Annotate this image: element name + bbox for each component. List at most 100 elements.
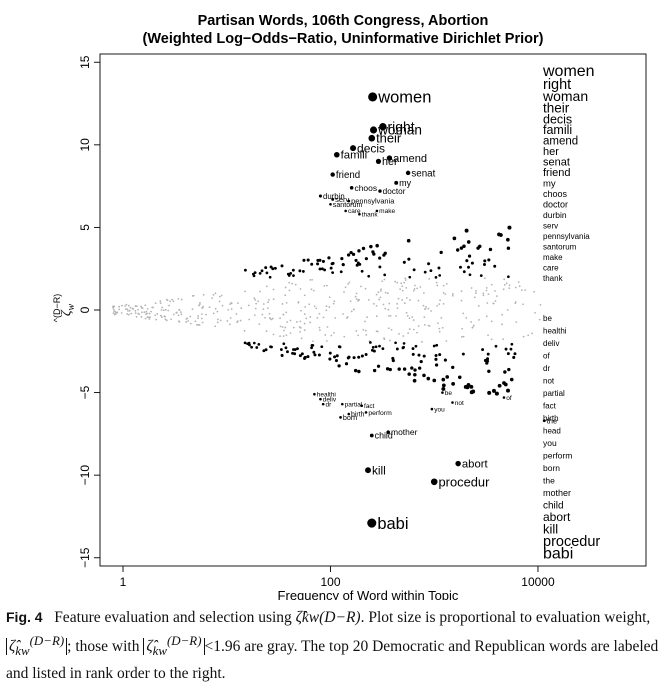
word-point-right <box>379 123 387 131</box>
word-point-nonsignificant <box>202 305 205 308</box>
word-point-nonsignificant <box>248 318 251 321</box>
word-point-nonsignificant <box>247 304 250 307</box>
word-point-significant <box>352 356 356 360</box>
word-point-nonsignificant <box>403 281 406 284</box>
word-label-be: be <box>445 390 453 397</box>
word-label-durbin: durbin <box>323 192 345 201</box>
word-point-significant <box>485 357 490 361</box>
word-point-nonsignificant <box>428 277 431 280</box>
word-point-nonsignificant <box>390 328 393 331</box>
word-point-significant <box>464 228 469 233</box>
word-point-significant <box>437 266 441 270</box>
word-point-nonsignificant <box>125 303 128 306</box>
word-point-nonsignificant <box>483 277 486 280</box>
y-tick-label: 5 <box>78 224 92 231</box>
word-point-significant <box>264 348 268 352</box>
word-label-child: child <box>375 431 393 441</box>
word-point-nonsignificant <box>362 328 365 331</box>
word-point-nonsignificant <box>438 303 441 306</box>
word-point-significant <box>408 275 412 279</box>
word-point-nonsignificant <box>383 278 386 281</box>
word-point-nonsignificant <box>482 292 485 295</box>
rep-list-word-dr: dr <box>543 364 550 373</box>
word-point-nonsignificant <box>265 330 268 332</box>
y-tick-label: −15 <box>78 547 92 568</box>
word-point-nonsignificant <box>129 306 132 309</box>
rep-list-word-born: born <box>543 463 560 473</box>
word-point-nonsignificant <box>145 310 148 313</box>
word-point-significant <box>320 267 324 271</box>
word-point-nonsignificant <box>268 312 271 315</box>
word-point-nonsignificant <box>265 285 268 288</box>
word-label-friend: friend <box>336 170 360 181</box>
word-point-significant <box>402 345 406 349</box>
word-point-nonsignificant <box>267 301 269 304</box>
word-point-nonsignificant <box>285 301 288 304</box>
word-point-nonsignificant <box>303 313 306 315</box>
word-point-significant <box>457 375 462 380</box>
word-point-nonsignificant <box>267 299 270 301</box>
word-point-nonsignificant <box>195 323 198 326</box>
word-point-nonsignificant <box>118 305 121 308</box>
word-point-significant <box>504 347 508 351</box>
word-point-significant <box>441 383 446 388</box>
word-point-nonsignificant <box>154 314 157 317</box>
word-point-nonsignificant <box>284 286 287 289</box>
word-point-the <box>542 419 546 423</box>
word-point-significant <box>412 378 417 383</box>
word-point-significant <box>378 344 381 348</box>
word-point-nonsignificant <box>288 289 291 292</box>
word-label-their: their <box>376 131 402 146</box>
word-point-nonsignificant <box>462 335 465 338</box>
word-point-nonsignificant <box>243 329 246 332</box>
word-point-significant <box>479 274 483 277</box>
rep-list-word-abort: abort <box>543 510 571 524</box>
word-point-nonsignificant <box>445 340 448 342</box>
word-point-nonsignificant <box>398 333 400 335</box>
word-point-mother <box>386 430 391 435</box>
word-point-significant <box>487 369 491 374</box>
word-point-nonsignificant <box>140 311 143 314</box>
word-point-nonsignificant <box>310 288 313 291</box>
word-point-nonsignificant <box>309 279 312 281</box>
word-point-significant <box>369 341 372 344</box>
word-point-significant <box>280 264 284 268</box>
word-point-nonsignificant <box>380 288 382 291</box>
word-point-nonsignificant <box>357 299 360 301</box>
word-point-nonsignificant <box>217 318 219 321</box>
svg-text:^(D−R): ^(D−R) <box>52 294 62 322</box>
word-point-nonsignificant <box>517 281 520 283</box>
word-point-nonsignificant <box>408 317 411 320</box>
word-point-nonsignificant <box>219 319 222 322</box>
word-point-significant <box>467 265 470 269</box>
word-point-nonsignificant <box>214 325 217 328</box>
word-point-nonsignificant <box>360 285 362 288</box>
word-point-nonsignificant <box>495 295 498 298</box>
word-point-significant <box>328 357 332 361</box>
word-point-nonsignificant <box>494 290 496 292</box>
rep-list-word-the: the <box>543 476 555 486</box>
word-point-significant <box>466 382 471 387</box>
rep-list-word-perform: perform <box>543 451 572 461</box>
word-point-nonsignificant <box>279 325 282 328</box>
word-point-nonsignificant <box>503 283 506 286</box>
word-point-nonsignificant <box>150 310 153 313</box>
word-point-nonsignificant <box>474 292 477 294</box>
word-point-significant <box>509 377 514 382</box>
word-point-nonsignificant <box>427 307 430 310</box>
word-point-nonsignificant <box>259 290 262 293</box>
word-point-significant <box>331 271 335 275</box>
word-point-nonsignificant <box>470 287 473 289</box>
word-point-their <box>368 134 376 142</box>
word-point-significant <box>438 353 442 357</box>
word-point-nonsignificant <box>531 332 534 335</box>
word-point-nonsignificant <box>316 317 319 319</box>
word-point-nonsignificant <box>236 302 239 305</box>
word-point-nonsignificant <box>308 303 311 306</box>
word-point-nonsignificant <box>239 319 242 322</box>
word-point-nonsignificant <box>114 313 117 316</box>
rep-list-word-birth: birth <box>543 414 559 423</box>
caption-text-3: ; those with <box>67 638 140 656</box>
word-point-significant <box>323 268 327 272</box>
word-point-nonsignificant <box>219 295 221 298</box>
